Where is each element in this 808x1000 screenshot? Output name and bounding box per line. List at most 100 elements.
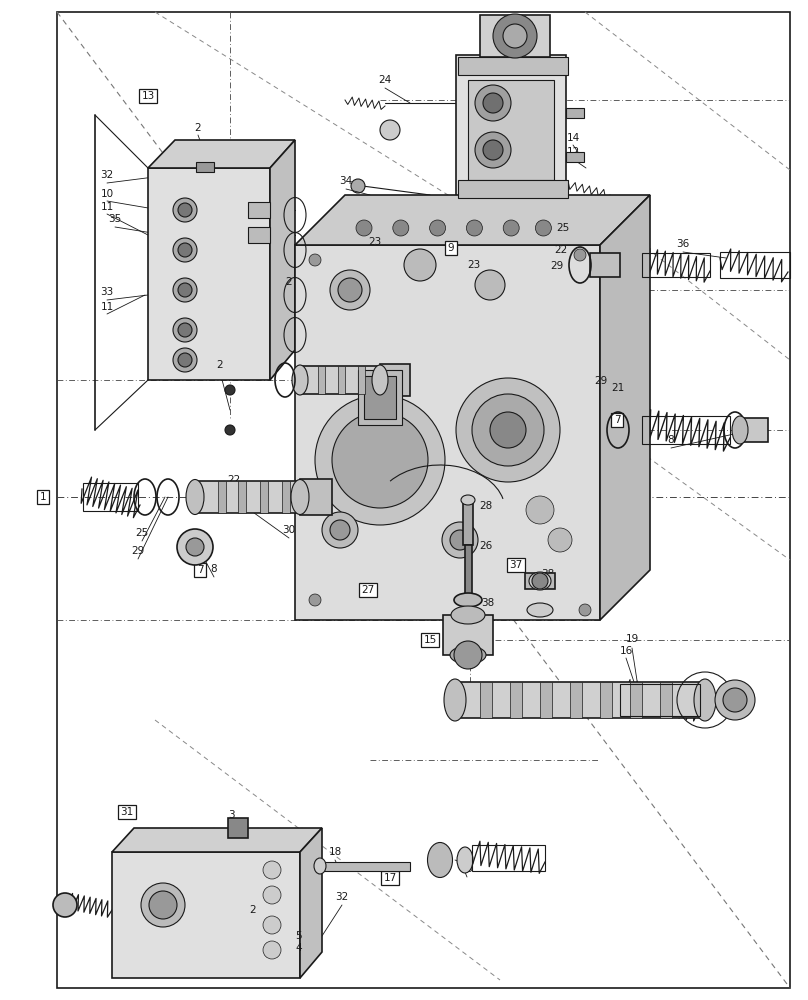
Circle shape: [173, 278, 197, 302]
Text: 13: 13: [141, 91, 154, 101]
Circle shape: [456, 378, 560, 482]
Bar: [472, 845, 545, 871]
Text: 38: 38: [482, 598, 494, 608]
Circle shape: [475, 85, 511, 121]
Bar: [458, 57, 568, 75]
Circle shape: [450, 530, 470, 550]
Circle shape: [574, 249, 586, 261]
Text: 2: 2: [195, 123, 201, 133]
Bar: [338, 366, 345, 394]
Circle shape: [715, 680, 755, 720]
Bar: [358, 370, 402, 425]
Text: 17: 17: [383, 873, 397, 883]
Circle shape: [466, 220, 482, 236]
Text: 5: 5: [296, 931, 302, 941]
Bar: [260, 481, 268, 513]
Text: 19: 19: [625, 634, 638, 644]
Polygon shape: [295, 245, 600, 620]
Text: 20: 20: [461, 852, 473, 862]
Bar: [248, 202, 270, 218]
Circle shape: [723, 688, 747, 712]
Circle shape: [173, 318, 197, 342]
Bar: [510, 682, 522, 718]
Text: 25: 25: [557, 223, 570, 233]
Text: 2: 2: [217, 360, 223, 370]
Text: 29: 29: [132, 546, 145, 556]
Text: 27: 27: [361, 585, 375, 595]
Circle shape: [315, 395, 445, 525]
Text: 32: 32: [100, 170, 114, 180]
Circle shape: [454, 641, 482, 669]
Bar: [642, 416, 730, 444]
Text: 15: 15: [423, 635, 436, 645]
Ellipse shape: [529, 572, 551, 590]
Bar: [195, 481, 300, 513]
Ellipse shape: [527, 603, 553, 617]
Text: 14: 14: [566, 133, 579, 143]
Ellipse shape: [457, 847, 473, 873]
Polygon shape: [270, 140, 295, 380]
Circle shape: [186, 538, 204, 556]
Ellipse shape: [450, 646, 486, 664]
Circle shape: [263, 941, 281, 959]
Text: 22: 22: [227, 475, 241, 485]
Circle shape: [309, 594, 321, 606]
Text: 8: 8: [667, 435, 675, 445]
Text: 9: 9: [448, 243, 454, 253]
Text: 22: 22: [554, 245, 568, 255]
Circle shape: [149, 891, 177, 919]
Text: 23: 23: [368, 237, 381, 247]
Ellipse shape: [451, 606, 485, 624]
Circle shape: [493, 14, 537, 58]
Text: 2: 2: [286, 277, 292, 287]
Circle shape: [483, 140, 503, 160]
Text: 11: 11: [100, 302, 114, 312]
Bar: [320, 862, 410, 871]
Bar: [660, 682, 672, 718]
Circle shape: [475, 270, 505, 300]
Bar: [620, 684, 700, 716]
Circle shape: [548, 528, 572, 552]
Bar: [218, 481, 226, 513]
Circle shape: [579, 604, 591, 616]
Ellipse shape: [444, 679, 466, 721]
Circle shape: [503, 220, 520, 236]
Ellipse shape: [694, 679, 716, 721]
Circle shape: [330, 270, 370, 310]
Circle shape: [178, 283, 192, 297]
Ellipse shape: [461, 495, 475, 505]
Circle shape: [536, 220, 551, 236]
Bar: [358, 366, 365, 394]
Bar: [456, 55, 566, 200]
Text: 6: 6: [61, 903, 69, 913]
Text: 19: 19: [461, 864, 473, 874]
Bar: [630, 682, 642, 718]
Circle shape: [173, 198, 197, 222]
Text: 29: 29: [307, 479, 321, 489]
Circle shape: [532, 573, 548, 589]
Bar: [458, 180, 568, 198]
Circle shape: [225, 385, 235, 395]
Circle shape: [173, 238, 197, 262]
Circle shape: [263, 861, 281, 879]
Bar: [248, 227, 270, 243]
Text: 35: 35: [108, 214, 122, 224]
Ellipse shape: [292, 365, 308, 395]
Bar: [590, 253, 620, 277]
Bar: [525, 573, 555, 589]
Bar: [238, 481, 246, 513]
Ellipse shape: [186, 480, 204, 514]
Text: 3: 3: [228, 810, 234, 820]
Text: 16: 16: [620, 646, 633, 656]
Polygon shape: [112, 828, 322, 852]
Bar: [642, 253, 710, 277]
Circle shape: [263, 886, 281, 904]
Text: 4: 4: [296, 943, 302, 953]
Polygon shape: [600, 195, 650, 620]
Text: 34: 34: [339, 176, 352, 186]
Circle shape: [475, 132, 511, 168]
Bar: [380, 364, 410, 396]
Circle shape: [178, 203, 192, 217]
Bar: [600, 682, 612, 718]
Circle shape: [322, 512, 358, 548]
